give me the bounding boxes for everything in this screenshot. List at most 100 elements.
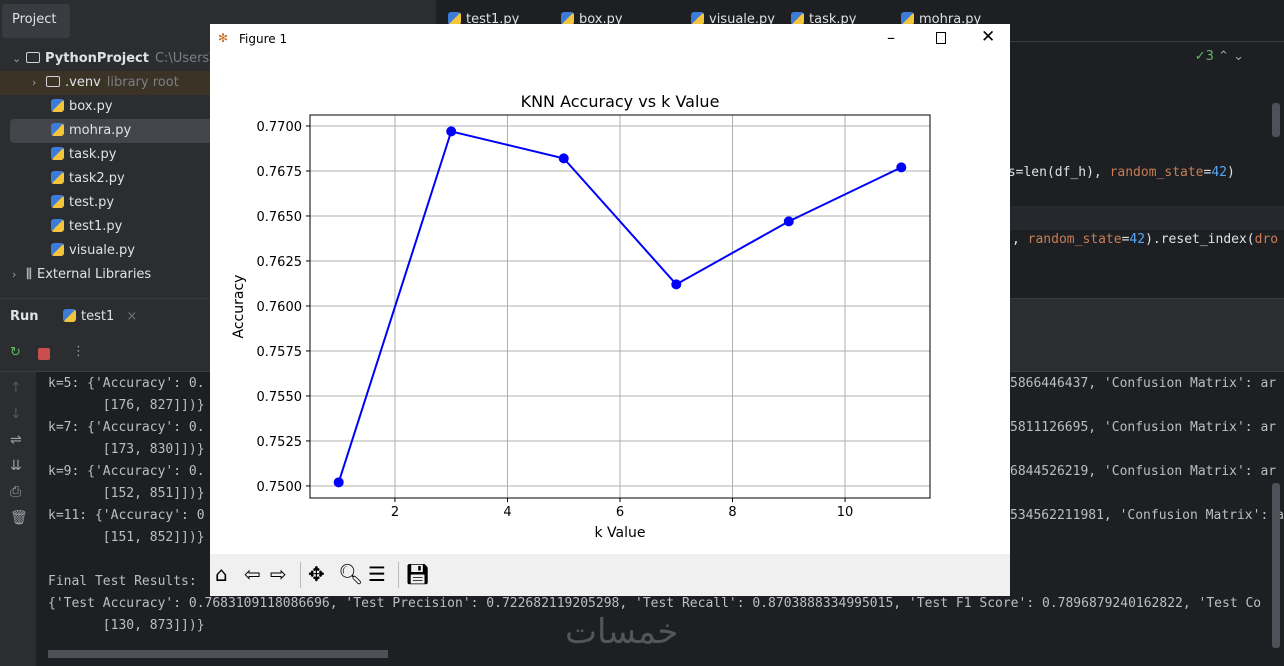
y-tick-label: 0.7575 — [257, 345, 303, 360]
stop-icon[interactable] — [38, 348, 50, 360]
close-icon[interactable]: × — [126, 309, 138, 324]
tree-item[interactable]: test.py — [0, 191, 440, 215]
project-tab[interactable]: Project — [2, 4, 70, 38]
soft-wrap-icon[interactable]: ⇌ — [10, 432, 22, 448]
tab-label: mohra.py — [919, 12, 982, 27]
back-icon[interactable]: ⇦ — [244, 562, 261, 586]
python-file-icon — [51, 171, 64, 184]
figure-title: Figure 1 — [239, 32, 288, 46]
console-line: [176, 827]])} — [48, 398, 205, 413]
item-label: test.py — [69, 195, 115, 210]
chevron-right-icon: › — [12, 268, 17, 281]
tree-item[interactable]: task.py — [0, 143, 440, 167]
root-name: PythonProject — [45, 51, 149, 66]
code-line: , random_state=42).reset_index(dro — [1012, 232, 1279, 247]
console-gutter: ↑ ↓ ⇌ ⇊ ⎙ 🗑 — [0, 372, 36, 666]
figure-window: ✻ Figure 1 – ✕ 2 4 6 8 10 0.7500 0.7525 0.7550 0… — [210, 24, 1010, 596]
python-file-icon — [51, 99, 64, 112]
forward-icon[interactable]: ⇨ — [270, 562, 287, 586]
tree-item[interactable]: visuale.py — [0, 239, 440, 263]
console-line: [130, 873]])} — [48, 618, 205, 633]
y-tick-label: 0.7500 — [257, 480, 303, 495]
x-tick-label: 2 — [391, 505, 399, 520]
console-line-fragment: 5866446437, 'Confusion Matrix': ar — [1010, 376, 1277, 391]
x-tick-label: 10 — [837, 505, 854, 520]
chart-title: KNN Accuracy vs k Value — [521, 92, 720, 111]
more-icon[interactable]: ⋮ — [72, 344, 85, 359]
console-line: [152, 851]])} — [48, 486, 205, 501]
python-file-icon — [448, 12, 461, 25]
console-line-fragment: 5811126695, 'Confusion Matrix': ar — [1010, 420, 1277, 435]
tree-root[interactable]: ⌄ PythonProject C:\Users\U — [0, 47, 440, 71]
editor-tab[interactable]: test1.py — [448, 12, 519, 27]
pan-icon[interactable]: ✥ — [308, 562, 325, 586]
console-hscrollbar[interactable] — [48, 650, 388, 658]
tree-item[interactable]: › ⫼ External Libraries — [0, 263, 440, 287]
python-icon — [63, 309, 76, 322]
editor-tab[interactable]: box.py — [561, 12, 623, 27]
item-label: mohra.py — [69, 123, 132, 138]
rerun-icon[interactable]: ↻ — [10, 345, 21, 360]
run-label: Run — [10, 309, 39, 324]
run-tab-label: test1 — [81, 309, 115, 324]
editor-tab[interactable]: mohra.py — [901, 12, 981, 27]
python-file-icon — [901, 12, 914, 25]
item-label: .venv — [65, 75, 101, 90]
console-line-fragment: 534562211981, 'Confusion Matrix': a — [1010, 508, 1284, 523]
python-file-icon — [51, 195, 64, 208]
tree-item[interactable]: box.py — [0, 95, 440, 119]
y-tick-label: 0.7700 — [257, 120, 303, 135]
print-icon[interactable]: ⎙ — [10, 484, 22, 500]
python-file-icon — [51, 123, 64, 136]
console-line: k=9: {'Accuracy': 0. — [48, 464, 205, 479]
console-output[interactable]: k=5: {'Accuracy': 0. [176, 827]])} k=7: {… — [48, 372, 1284, 652]
tab-label: test1.py — [466, 12, 520, 27]
chart: 2 4 6 8 10 0.7500 0.7525 0.7550 0.7575 0.7600 0.76… — [231, 92, 931, 541]
python-file-icon — [51, 219, 64, 232]
matplotlib-icon: ✻ — [218, 31, 229, 45]
x-tick-label: 8 — [728, 505, 736, 520]
maximize-icon[interactable] — [936, 32, 946, 44]
arrow-down-icon[interactable]: ↓ — [10, 406, 22, 422]
y-tick-label: 0.7675 — [257, 165, 303, 180]
editor-scrollbar[interactable] — [1272, 103, 1280, 137]
inspection-widget[interactable]: ✓3 ⌃ ⌄ — [1194, 49, 1244, 64]
y-tick-label: 0.7600 — [257, 300, 303, 315]
data-point — [446, 126, 457, 137]
editor-tab[interactable]: task.py — [791, 12, 856, 27]
x-tick-label: 4 — [503, 505, 511, 520]
library-icon: ⫼ — [26, 267, 32, 282]
home-icon[interactable]: ⌂ — [215, 562, 228, 586]
data-point — [896, 162, 907, 173]
arrow-up-icon[interactable]: ↑ — [10, 380, 22, 396]
y-tick-label: 0.7525 — [257, 435, 303, 450]
series-line — [337, 130, 902, 483]
root-path: C:\Users\U — [154, 51, 224, 66]
item-label: task.py — [69, 147, 117, 162]
python-file-icon — [791, 12, 804, 25]
trash-icon[interactable]: 🗑 — [10, 510, 28, 526]
console-vscrollbar[interactable] — [1272, 483, 1280, 648]
tree-item[interactable]: test1.py — [0, 215, 440, 239]
close-window-icon[interactable]: ✕ — [981, 27, 996, 47]
console-line-fragment: 6844526219, 'Confusion Matrix': ar — [1010, 464, 1277, 479]
python-file-icon — [561, 12, 574, 25]
tree-item[interactable]: task2.py — [0, 167, 440, 191]
console-line: Final Test Results: — [48, 574, 197, 589]
watermark-logo: خمسات — [565, 612, 679, 652]
configure-subplots-icon[interactable]: ☰ — [368, 562, 386, 586]
tab-label: task.py — [809, 12, 857, 27]
console-line: k=7: {'Accuracy': 0. — [48, 420, 205, 435]
data-point — [783, 216, 794, 227]
item-label: task2.py — [69, 171, 125, 186]
console-line: k=5: {'Accuracy': 0. — [48, 376, 205, 391]
run-tab[interactable]: test1 × — [63, 309, 137, 324]
minimize-icon[interactable]: – — [887, 28, 895, 47]
editor-tab[interactable]: visuale.py — [691, 12, 775, 27]
matplotlib-toolbar: ⌂ ⇦ ⇨ ✥ 🔍︎ ☰ 💾︎ — [210, 554, 1010, 596]
zoom-icon[interactable]: 🔍︎ — [338, 562, 364, 586]
console-line: [151, 852]])} — [48, 530, 205, 545]
save-icon[interactable]: 💾︎ — [405, 562, 431, 586]
data-point — [671, 279, 682, 290]
scroll-to-end-icon[interactable]: ⇊ — [10, 458, 22, 474]
